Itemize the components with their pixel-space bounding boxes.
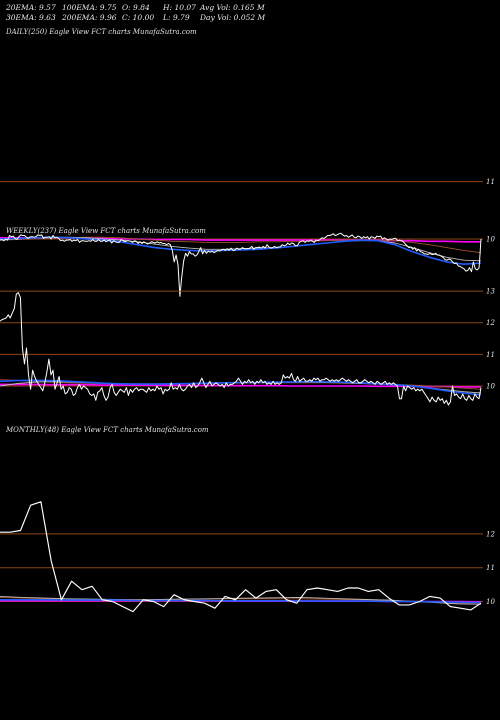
stat-20ema: 20EMA: 9.57 bbox=[6, 3, 56, 12]
monthly-chart: 12 11 10 bbox=[0, 501, 495, 613]
monthly-panel-label: MONTHLY(48) Eagle View FCT charts Munafa… bbox=[6, 426, 209, 434]
daily-ema-blue-line bbox=[0, 236, 482, 266]
stat-low: L: 9.79 bbox=[163, 13, 190, 22]
weekly-panel-label: WEEKLY(237) Eagle View FCT charts Munafa… bbox=[6, 227, 206, 235]
stat-high: H: 10.07 bbox=[163, 3, 196, 12]
stat-100ema: 100EMA: 9.75 bbox=[62, 3, 117, 12]
monthly-price-line bbox=[0, 501, 482, 613]
monthly-y-tick-label: 10 bbox=[486, 598, 495, 606]
weekly-y-tick-label: 12 bbox=[486, 319, 495, 327]
weekly-y-tick-label: 13 bbox=[486, 288, 495, 296]
weekly-y-tick-label: 11 bbox=[486, 351, 495, 359]
weekly-price-line bbox=[0, 292, 482, 406]
daily-chart: 11 10 bbox=[0, 178, 495, 297]
monthly-y-tick-label: 11 bbox=[486, 564, 495, 572]
ema-stats-row-1: 20EMA: 9.57 100EMA: 9.75 O: 9.84 H: 10.0… bbox=[6, 3, 496, 13]
monthly-ema-blue-line bbox=[0, 598, 482, 604]
stat-200ema: 200EMA: 9.96 bbox=[62, 13, 117, 22]
weekly-y-tick-label: 10 bbox=[486, 383, 495, 391]
ema-stats-row-2: 30EMA: 9.63 200EMA: 9.96 C: 10.00 L: 9.7… bbox=[6, 13, 496, 23]
daily-y-tick-label: 11 bbox=[486, 178, 495, 186]
weekly-chart: 13 12 11 10 bbox=[0, 288, 495, 406]
stat-day-vol: Day Vol: 0.052 M bbox=[200, 13, 266, 22]
stat-avg-vol: Avg Vol: 0.165 M bbox=[200, 3, 265, 12]
weekly-ema-blue-line bbox=[0, 379, 482, 396]
stat-open: O: 9.84 bbox=[122, 3, 150, 12]
daily-price-line bbox=[0, 232, 482, 297]
monthly-y-tick-label: 12 bbox=[486, 530, 495, 538]
stat-30ema: 30EMA: 9.63 bbox=[6, 13, 56, 22]
daily-y-tick-label: 10 bbox=[486, 235, 495, 243]
stat-close: C: 10.00 bbox=[122, 13, 155, 22]
daily-panel-label: DAILY(250) Eagle View FCT charts MunafaS… bbox=[6, 28, 197, 36]
